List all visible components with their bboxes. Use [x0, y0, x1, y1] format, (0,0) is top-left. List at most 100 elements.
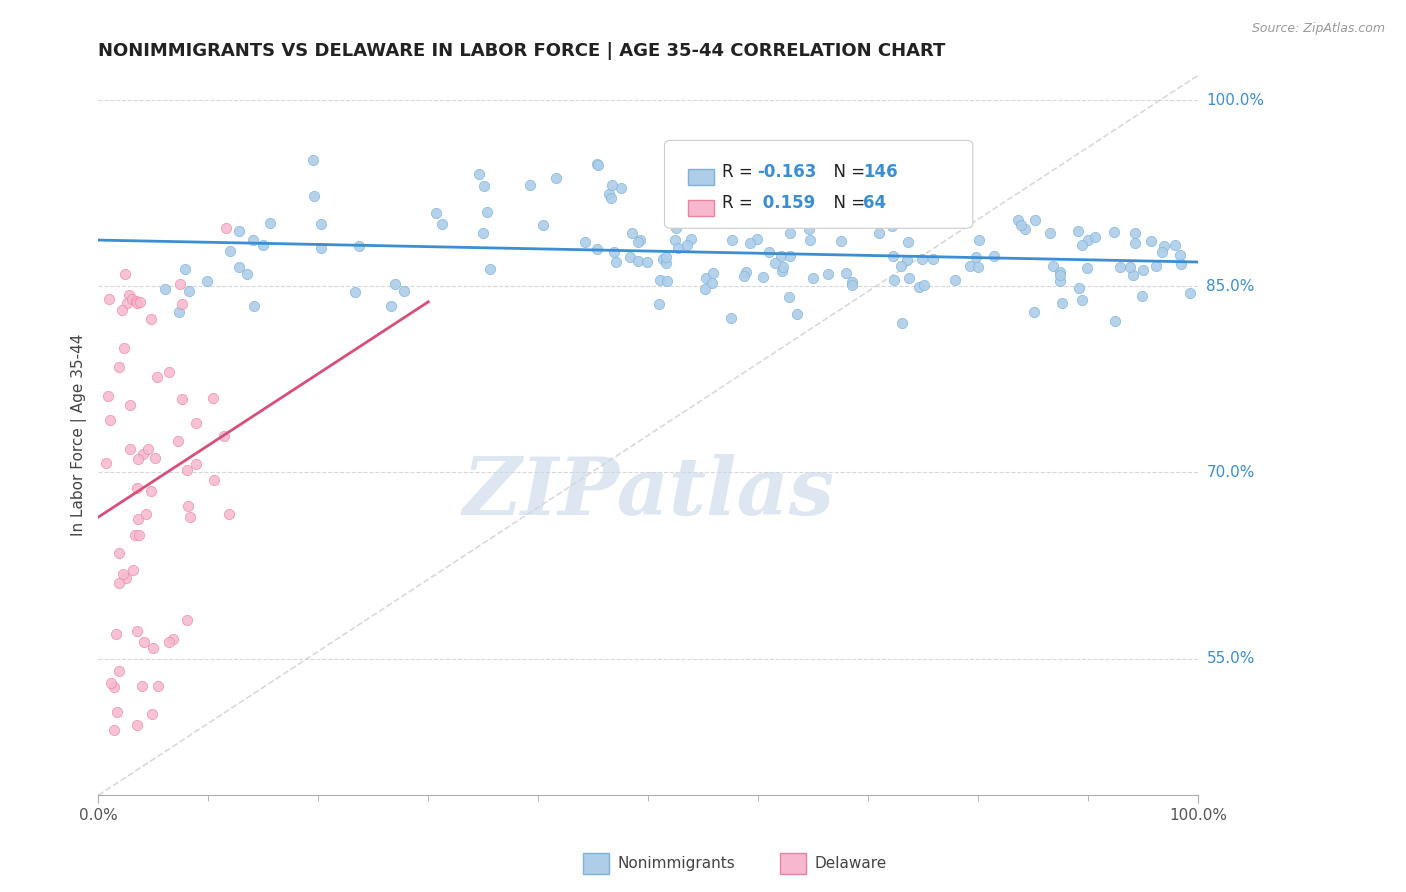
- Point: [162, 632, 184, 646]
- Point: [1170, 257, 1192, 271]
- Point: [1164, 238, 1187, 252]
- Point: [122, 562, 145, 576]
- Point: [1010, 218, 1032, 232]
- Point: [472, 179, 495, 194]
- Point: [880, 219, 903, 234]
- Point: [695, 271, 717, 285]
- Point: [167, 305, 190, 319]
- Point: [166, 434, 188, 449]
- Text: 0.159: 0.159: [758, 194, 815, 212]
- Point: [118, 442, 141, 457]
- Point: [157, 635, 180, 649]
- Text: R =: R =: [723, 194, 758, 212]
- Point: [127, 718, 149, 732]
- Point: [897, 235, 920, 250]
- Point: [139, 483, 162, 498]
- Point: [1076, 260, 1098, 275]
- Point: [1119, 260, 1142, 275]
- Point: [609, 181, 631, 195]
- Point: [125, 294, 148, 309]
- Point: [100, 676, 122, 690]
- Point: [1122, 268, 1144, 282]
- Point: [131, 679, 153, 693]
- Point: [127, 481, 149, 495]
- Point: [148, 679, 170, 693]
- Point: [201, 391, 224, 405]
- Point: [112, 341, 135, 355]
- Point: [817, 267, 839, 281]
- Point: [779, 249, 801, 263]
- Point: [1153, 239, 1175, 253]
- Point: [1024, 212, 1046, 227]
- Point: [898, 271, 921, 285]
- Point: [770, 264, 793, 278]
- Point: [664, 234, 686, 248]
- Point: [349, 239, 371, 253]
- Point: [1140, 234, 1163, 248]
- Point: [1071, 237, 1094, 252]
- Point: [778, 290, 800, 304]
- Point: [620, 226, 643, 240]
- Point: [468, 167, 491, 181]
- Point: [471, 226, 494, 240]
- Point: [184, 458, 207, 472]
- Point: [128, 295, 150, 310]
- Point: [111, 303, 134, 318]
- Point: [841, 275, 863, 289]
- Point: [652, 252, 675, 267]
- Point: [910, 252, 932, 267]
- Point: [174, 261, 197, 276]
- Text: 70.0%: 70.0%: [1206, 465, 1254, 480]
- Point: [134, 635, 156, 649]
- Point: [236, 267, 259, 281]
- Point: [252, 238, 274, 252]
- Point: [177, 499, 200, 513]
- Text: Delaware: Delaware: [814, 856, 886, 871]
- Point: [1049, 274, 1071, 288]
- Point: [218, 507, 240, 521]
- Point: [700, 277, 723, 291]
- Point: [627, 254, 650, 268]
- Point: [302, 153, 325, 167]
- Point: [384, 277, 406, 292]
- Point: [1014, 221, 1036, 235]
- Point: [157, 365, 180, 379]
- Point: [585, 157, 607, 171]
- Text: 146: 146: [863, 163, 897, 181]
- Point: [1050, 296, 1073, 310]
- Point: [143, 450, 166, 465]
- Point: [1104, 314, 1126, 328]
- Text: 64: 64: [863, 194, 886, 212]
- Point: [770, 249, 793, 263]
- Point: [693, 282, 716, 296]
- Point: [179, 509, 201, 524]
- Point: [600, 191, 623, 205]
- Point: [786, 307, 808, 321]
- Point: [779, 226, 801, 240]
- Point: [679, 232, 702, 246]
- Point: [883, 273, 905, 287]
- Point: [105, 705, 128, 719]
- Point: [142, 641, 165, 656]
- Text: 55.0%: 55.0%: [1206, 651, 1254, 666]
- Point: [170, 297, 193, 311]
- Point: [801, 271, 824, 285]
- Point: [392, 284, 415, 298]
- Point: [108, 575, 131, 590]
- Point: [186, 416, 208, 430]
- Text: N =: N =: [824, 194, 870, 212]
- Point: [841, 277, 863, 292]
- Point: [115, 296, 138, 310]
- Point: [1109, 260, 1132, 275]
- Point: [965, 250, 987, 264]
- Point: [170, 392, 193, 406]
- Point: [1039, 226, 1062, 240]
- Point: [702, 266, 724, 280]
- Point: [179, 285, 201, 299]
- Point: [108, 546, 131, 560]
- Point: [115, 571, 138, 585]
- Point: [1049, 268, 1071, 282]
- Point: [797, 221, 820, 235]
- Point: [1132, 263, 1154, 277]
- Point: [1049, 265, 1071, 279]
